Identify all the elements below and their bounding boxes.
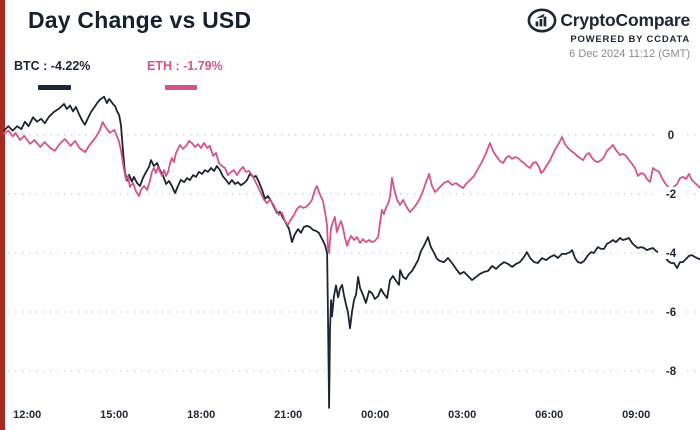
- legend-swatch-btc: [38, 85, 71, 90]
- branding-block: CryptoCompare POWERED BY CCDATA 6 Dec 20…: [527, 8, 690, 60]
- y-tick-label: 0: [668, 130, 674, 142]
- x-tick-label: 00:00: [361, 409, 389, 421]
- brand-name: CryptoCompare: [560, 10, 690, 30]
- brand-powered-by: POWERED BY CCDATA: [570, 34, 690, 45]
- eth-line: [3, 121, 700, 254]
- btc-line: [3, 95, 700, 409]
- y-tick-label: -4: [666, 248, 677, 260]
- x-tick-label: 03:00: [448, 409, 476, 421]
- x-tick-label: 15:00: [100, 409, 128, 421]
- y-tick-label-bg: [658, 246, 684, 259]
- left-accent-bar: [0, 0, 5, 430]
- y-tick-label: -6: [666, 307, 676, 319]
- y-tick-label: -8: [666, 366, 677, 378]
- y-tick-label-bg: [658, 364, 684, 377]
- page-title: Day Change vs USD: [28, 7, 252, 33]
- y-tick-label: -2: [666, 189, 676, 201]
- chart-timestamp: 6 Dec 2024 11:12 (GMT): [569, 48, 690, 60]
- legend-label-btc: BTC : -4.22%: [14, 59, 91, 73]
- y-tick-label-bg: [658, 305, 684, 318]
- cryptocompare-logo-icon: [527, 8, 557, 33]
- legend-swatch-eth: [165, 85, 197, 90]
- y-tick-label-bg: [658, 128, 684, 141]
- y-tick-label-bg: [658, 187, 684, 200]
- x-tick-label: 09:00: [622, 409, 650, 421]
- x-tick-label: 18:00: [187, 409, 215, 421]
- x-tick-label: 12:00: [13, 409, 41, 421]
- x-tick-label: 21:00: [274, 409, 302, 421]
- legend-label-eth: ETH : -1.79%: [147, 59, 223, 73]
- x-tick-label: 06:00: [535, 409, 563, 421]
